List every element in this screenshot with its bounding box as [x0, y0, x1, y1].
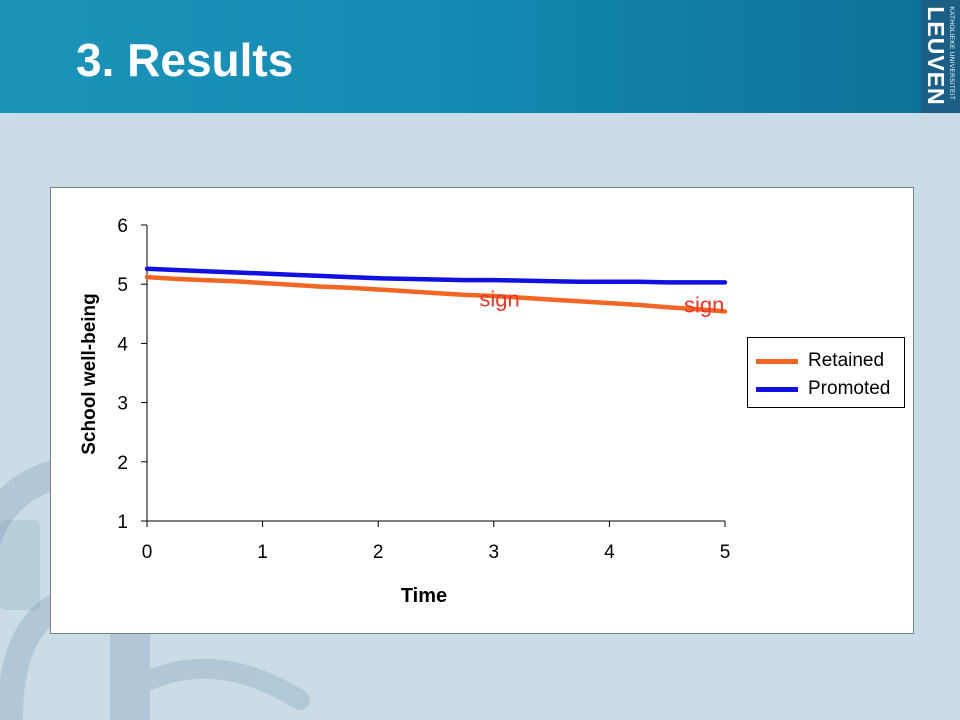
chart-annotations: sign sign: [479, 287, 724, 318]
y-tick-label: 5: [117, 275, 128, 296]
x-tick-label: 0: [142, 542, 153, 563]
significance-annotation: sign: [479, 287, 519, 312]
x-tick-label: 5: [720, 542, 731, 563]
x-tick-label: 1: [257, 542, 268, 563]
y-axis-title: School well-being: [79, 293, 100, 455]
x-axis-title: Time: [401, 585, 447, 607]
y-tick-label: 2: [117, 453, 128, 474]
series-line-promoted: [144, 266, 728, 285]
chart-series: [144, 266, 728, 314]
slide-header: 3. Results: [0, 0, 960, 113]
slide-title: 3. Results: [76, 34, 294, 86]
university-logo: KATHOLIEKE UNIVERSITEIT LEUVEN: [921, 0, 960, 113]
x-tick-label: 4: [604, 542, 615, 563]
y-tick-label: 1: [117, 512, 128, 533]
legend-label-retained: Retained: [808, 350, 885, 371]
legend-swatch-retained: [756, 359, 798, 364]
y-tick-label: 6: [117, 216, 128, 237]
logo-text-group: KATHOLIEKE UNIVERSITEIT LEUVEN: [923, 6, 955, 106]
x-tick-label: 3: [489, 542, 500, 563]
logo-big-text: LEUVEN: [923, 6, 949, 106]
legend-label-promoted: Promoted: [808, 378, 891, 399]
significance-annotation: sign: [684, 293, 724, 318]
chart-legend: Retained Promoted: [747, 337, 905, 408]
y-tick-label: 3: [117, 394, 128, 415]
y-tick-label: 4: [117, 334, 128, 355]
series-line-retained: [144, 274, 728, 314]
x-tick-label: 2: [373, 542, 384, 563]
legend-swatch-promoted: [756, 387, 798, 392]
